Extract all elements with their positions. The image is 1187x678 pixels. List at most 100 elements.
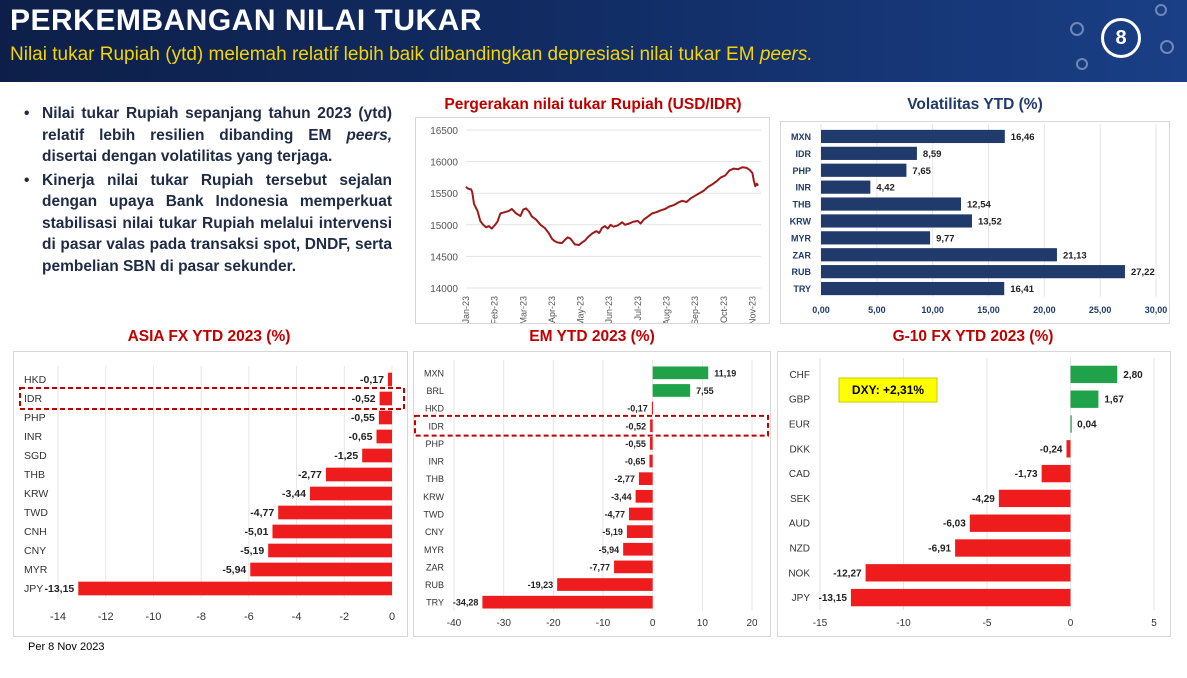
x-tick-label: -6 (244, 611, 254, 623)
idr-highlight-box (414, 414, 769, 437)
category-label: HKD (425, 404, 445, 414)
data-label: -7,77 (590, 562, 611, 572)
bar-cad (1041, 464, 1071, 483)
category-label: KRW (790, 216, 812, 226)
category-label: BRL (426, 386, 444, 396)
usd-idr-series-line (465, 166, 759, 246)
x-tick-label: Jun-23 (604, 296, 614, 323)
category-label: HKD (24, 374, 47, 386)
data-label: -34,28 (453, 598, 479, 608)
data-label: 11,19 (714, 368, 736, 378)
category-label: MYR (24, 564, 48, 576)
category-label: THB (24, 469, 45, 481)
data-label: 8,59 (923, 149, 942, 160)
bar-myr (821, 231, 931, 245)
category-label: MXN (424, 368, 444, 378)
category-label: IDR (796, 149, 812, 159)
data-label: -5,19 (240, 545, 264, 557)
x-tick-label: -10 (145, 611, 161, 623)
x-tick-label: Oct-23 (719, 296, 729, 323)
data-label: -4,29 (972, 494, 995, 505)
bar-cny (626, 525, 653, 538)
category-label: MYR (424, 545, 445, 555)
chart-title-usd-idr: Pergerakan nilai tukar Rupiah (USD/IDR) (444, 96, 742, 113)
data-label: -13,15 (819, 593, 848, 604)
category-label: EUR (789, 420, 810, 431)
category-label: CAD (789, 469, 810, 480)
y-tick-label: 16000 (430, 158, 458, 169)
em-fx-chart-panel: -40 -30 -20 -10 0 10 20 MXN 11,19 BRL 7,55 HKD -0,17… (413, 351, 771, 637)
category-label: CNY (24, 545, 46, 557)
bar-zar (821, 248, 1057, 262)
category-label: TWD (424, 509, 445, 519)
subtitle-italic: peers. (759, 44, 813, 65)
bar-try (821, 281, 1005, 296)
x-tick-label: -10 (596, 618, 611, 629)
x-tick-label: -2 (339, 611, 349, 623)
bar-chf (1070, 365, 1118, 384)
data-label: -5,19 (602, 527, 623, 537)
x-tick-label: -40 (447, 618, 462, 629)
data-label: -2,77 (298, 469, 322, 481)
data-label: 13,52 (978, 216, 1002, 227)
bullet-text: peers, (346, 126, 392, 144)
dxy-annotation-label: DXY: +2,31% (852, 383, 924, 397)
x-tick-label: 0 (1068, 618, 1074, 629)
x-tick-label: -4 (292, 611, 302, 623)
decor-circle-icon (1070, 22, 1084, 36)
usd-idr-line-chart: 14000 14500 15000 15500 16000 16500 Jan-23 Feb-… (430, 126, 761, 326)
data-label: -0,65 (625, 457, 646, 467)
header-banner: PERKEMBANGAN NILAI TUKAR Nilai tukar Rup… (0, 0, 1187, 82)
bar-inr (821, 180, 871, 194)
data-label: 12,54 (967, 200, 991, 211)
category-label: ZAR (793, 250, 812, 260)
data-label: 4,42 (876, 183, 895, 194)
data-label: 1,67 (1104, 395, 1124, 406)
category-label: INR (796, 183, 812, 193)
data-label: 7,55 (696, 386, 714, 396)
data-label: -1,25 (334, 450, 358, 462)
bar-hkd (651, 401, 654, 415)
data-label: -6,03 (943, 519, 966, 530)
category-label: INR (24, 431, 43, 443)
x-tick-label: -10 (896, 618, 911, 629)
category-label: DKK (789, 444, 810, 455)
x-tick-label: -5 (983, 618, 992, 629)
category-label: RUB (425, 580, 444, 590)
bar-jpy (78, 581, 393, 596)
category-label: IDR (429, 421, 445, 431)
category-label: AUD (789, 519, 810, 530)
bar-rub (821, 265, 1125, 279)
asia-fx-chart-panel: -14 -12 -10 -8 -6 -4 -2 0 HKD -0,17 IDR -0,52 PHP -0,… (13, 351, 408, 637)
dxy-annotation-box (838, 377, 938, 403)
data-label: -3,44 (282, 488, 306, 500)
x-tick-label: -30 (496, 618, 511, 629)
category-label: PHP (425, 439, 444, 449)
bullet-text: Kinerja nilai tukar Rupiah tersebut seja… (42, 171, 392, 275)
x-tick-label: 30,00 (1145, 305, 1168, 315)
x-tick-label: 10,00 (921, 305, 944, 315)
x-tick-label: May-23 (576, 296, 586, 323)
bar-hkd (387, 372, 392, 387)
data-label: -6,91 (928, 544, 951, 555)
bar-brl (652, 384, 691, 397)
data-label: -0,52 (352, 393, 376, 405)
bar-idr (379, 391, 392, 406)
bullet-item: Nilai tukar Rupiah sepanjang tahun 2023 … (22, 103, 392, 168)
category-label: NZD (789, 544, 810, 555)
data-label: -5,94 (599, 545, 620, 555)
bar-gbp (1070, 390, 1099, 408)
x-tick-label: 10 (697, 618, 709, 629)
x-tick-label: Sep-23 (690, 296, 700, 323)
chart-title-em-fx: EM YTD 2023 (%) (529, 328, 655, 345)
data-label: -4,77 (604, 509, 625, 519)
bar-krw (309, 486, 392, 501)
x-tick-label: Apr-23 (547, 296, 557, 323)
bar-rub (557, 578, 653, 591)
bar-mxn (652, 366, 709, 380)
data-label: 21,13 (1063, 250, 1087, 261)
x-tick-label: Nov-23 (747, 296, 757, 323)
data-label: -13,15 (44, 583, 74, 595)
bar-jpy (850, 588, 1071, 607)
bar-dkk (1066, 440, 1071, 458)
